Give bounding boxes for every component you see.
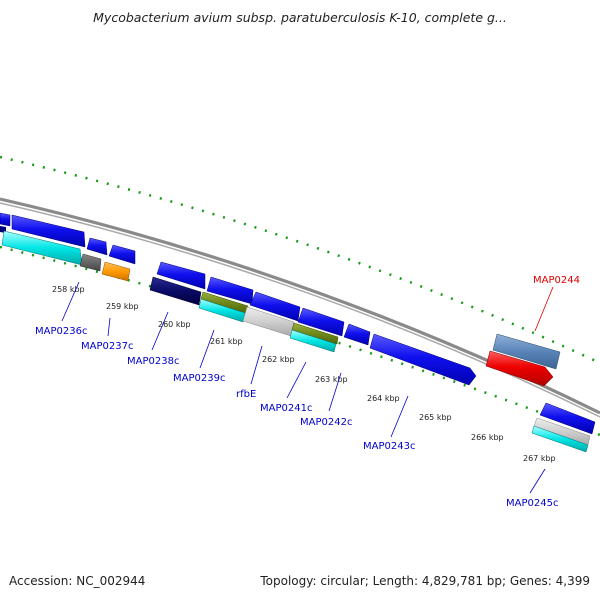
gene-label-MAP0239c[interactable]: MAP0239c	[173, 373, 225, 384]
leader-MAP0239c	[199, 329, 215, 369]
accession-text: Accession: NC_002944	[9, 574, 146, 588]
leader-MAP0238c	[151, 311, 169, 351]
gene-label-MAP0244[interactable]: MAP0244	[533, 275, 580, 286]
kbp-label: 262 kbp	[262, 355, 295, 364]
gene-label-MAP0243c[interactable]: MAP0243c	[363, 441, 415, 452]
gene-label-leaders	[61, 281, 554, 494]
kbp-label: 264 kbp	[367, 394, 400, 403]
kbp-label: 266 kbp	[471, 433, 504, 442]
rna-cyan-band-right[interactable]	[289, 329, 337, 353]
feature-orange[interactable]	[101, 261, 131, 282]
gene-label-MAP0241c[interactable]: MAP0241c	[260, 403, 312, 414]
gene-label-rfbE[interactable]: rfbE	[236, 389, 256, 400]
kbp-label: 261 kbp	[210, 337, 243, 346]
feature-olive-2[interactable]	[291, 322, 339, 345]
cds-arrow-MAP0243c-region[interactable]	[369, 333, 477, 386]
kbp-label: 260 kbp	[158, 320, 191, 329]
kbp-label: 265 kbp	[419, 413, 452, 422]
gc-steelblue-block[interactable]	[492, 333, 561, 370]
kbp-label: 263 kbp	[315, 375, 348, 384]
rna-cyan-band-far-right[interactable]	[531, 425, 589, 453]
leader-MAP0242c	[328, 372, 342, 412]
rna-cyan-band-middle[interactable]	[198, 298, 246, 323]
leader-rfbE	[250, 345, 263, 385]
gene-label-MAP0238c[interactable]: MAP0238c	[127, 356, 179, 367]
gene-label-MAP0242c[interactable]: MAP0242c	[300, 417, 352, 428]
gene-labels: MAP0236c MAP0237c MAP0238c MAP0239c rfbE…	[35, 275, 580, 509]
feature-dark-grey[interactable]	[79, 253, 102, 272]
leader-MAP0244	[534, 286, 554, 332]
kbp-label: 267 kbp	[523, 454, 556, 463]
cds-arrow-MAP0241c-region[interactable]	[297, 307, 345, 337]
cds-arrow-small-2[interactable]	[108, 244, 136, 265]
cds-arrow-MAP0236c-region[interactable]	[11, 214, 86, 248]
map-title: Mycobacterium avium subsp. paratuberculo…	[93, 10, 507, 25]
gene-label-MAP0236c[interactable]: MAP0236c	[35, 326, 87, 337]
gene-label-MAP0245c[interactable]: MAP0245c	[506, 498, 558, 509]
leader-MAP0236c	[61, 281, 80, 322]
backbone-strand-outer	[0, 197, 600, 415]
kbp-label: 258 kbp	[52, 285, 85, 294]
cds-arrow-partial-left[interactable]	[0, 212, 11, 227]
cds-arrow-rfbE-region[interactable]	[249, 291, 301, 322]
cds-arrow-small-1[interactable]	[86, 237, 108, 256]
gene-label-MAP0237c[interactable]: MAP0237c	[81, 341, 133, 352]
backbone-strand-inner	[0, 202, 600, 418]
leader-MAP0241c	[286, 361, 307, 399]
cds-arrow-MAP0238c-region[interactable]	[156, 261, 206, 290]
outer-tick-arc	[0, 155, 599, 364]
leader-MAP0237c	[107, 317, 111, 337]
leader-MAP0245c	[529, 468, 546, 494]
feature-track	[0, 212, 596, 453]
cds-arrow-MAP0242c-region[interactable]	[343, 323, 371, 346]
leader-MAP0243c	[390, 395, 409, 438]
genome-summary-text: Topology: circular; Length: 4,829,781 bp…	[260, 574, 590, 588]
cds-arrow-MAP0245c-region[interactable]	[539, 402, 596, 435]
cds-arrow-MAP0244[interactable]	[485, 350, 554, 387]
kbp-label: 259 kbp	[106, 302, 139, 311]
feature-navy[interactable]	[149, 276, 202, 306]
position-scale: 258 kbp 259 kbp 260 kbp 261 kbp 262 kbp …	[52, 285, 556, 463]
